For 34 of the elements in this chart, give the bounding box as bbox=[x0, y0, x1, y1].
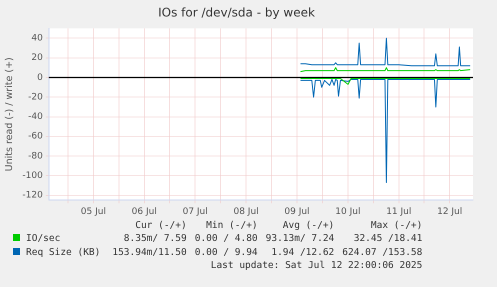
text: 93.13m/ 7.24 bbox=[264, 232, 334, 246]
x-tick-label: 11 Jul bbox=[386, 206, 412, 217]
y-tick-label: -60 bbox=[28, 132, 44, 142]
legend-label: Req Size (KB) bbox=[26, 247, 100, 258]
x-tick-label: 07 Jul bbox=[182, 206, 208, 217]
y-tick-label: 40 bbox=[31, 34, 44, 44]
x-tick-label: 08 Jul bbox=[233, 206, 259, 217]
y-tick-label: 20 bbox=[31, 53, 44, 64]
chart-title: IOs for /dev/sda - by week bbox=[158, 5, 315, 20]
text: Last update: Sat Jul 12 22:00:06 2025 bbox=[210, 260, 422, 272]
text: Avg (-/+) bbox=[282, 220, 334, 232]
text: 8.35m/ 7.59 bbox=[122, 232, 187, 246]
legend-label: IO/sec bbox=[26, 233, 60, 244]
y-tick-label: -100 bbox=[22, 171, 44, 181]
y-tick-label: 0 bbox=[37, 72, 44, 83]
x-tick-label: 09 Jul bbox=[284, 206, 310, 217]
x-tick-label: 05 Jul bbox=[80, 206, 106, 217]
text: Cur (-/+) bbox=[134, 220, 187, 232]
text: 0.00 / 9.94 bbox=[194, 246, 258, 260]
text: Max (-/+) bbox=[370, 220, 422, 232]
text: 153.94m/11.50 bbox=[111, 246, 187, 260]
text: 624.07 /153.58 bbox=[341, 246, 422, 260]
y-axis-title: Units read (-) / write (+) bbox=[4, 57, 16, 172]
x-tick-label: 12 Jul bbox=[437, 206, 462, 217]
text: 32.45 /18.41 bbox=[352, 232, 422, 246]
text: 0.00 / 4.80 bbox=[194, 232, 258, 246]
x-tick-label: 10 Jul bbox=[335, 206, 360, 217]
y-tick-label: -40 bbox=[28, 112, 44, 122]
y-tick-label: -20 bbox=[28, 92, 44, 102]
text: Min (-/+) bbox=[205, 220, 258, 232]
y-tick-label: -120 bbox=[22, 190, 44, 201]
text: 1.94 /12.62 bbox=[270, 246, 334, 260]
x-tick-label: 06 Jul bbox=[132, 206, 157, 217]
y-tick-label: -80 bbox=[28, 151, 44, 162]
